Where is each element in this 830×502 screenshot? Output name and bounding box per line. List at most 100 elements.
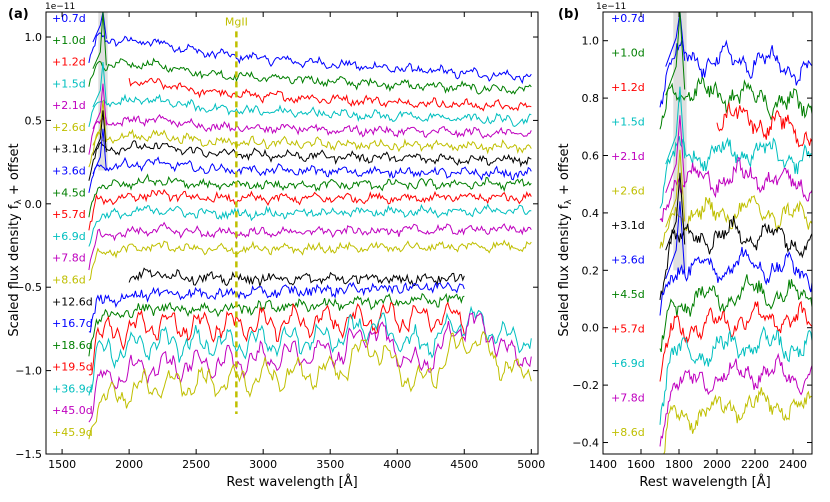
panel-a-x-tick-label-1500: 1500 — [48, 458, 76, 471]
panel-b-y-tick-label-1: −0.2 — [572, 379, 599, 392]
panel-b-spectrum-7 — [659, 215, 812, 301]
panel-b-y-tick-label-4: 0.4 — [582, 207, 600, 220]
panel-b-spectrum-10 — [659, 300, 812, 382]
panel-b-label: (b) — [558, 7, 579, 22]
panel-b-spectrum-peak-4 — [665, 86, 686, 165]
panel-a-y-tick-label-2: −0.5 — [15, 281, 42, 294]
panel-b-plot-area — [659, 12, 812, 454]
panel-a-series-label-8: +3.6d — [52, 165, 86, 178]
panel-a-series-label-10: +5.7d — [52, 208, 86, 221]
panel-b-series-label-6: +2.6d — [611, 185, 645, 198]
panel-a-spectrum-peak-8 — [92, 128, 107, 174]
panel-a-spectrum-peak-6 — [92, 100, 107, 146]
panel-b-spectrum-peak-6 — [665, 149, 686, 228]
panel-b-spectrum-peak-1 — [665, 12, 686, 67]
panel-a-axes: 1500 2000 2500 3000 3500 4000 4500 5000 −1.5 −1.0… — [15, 11, 545, 471]
panel-a-spectrum-19 — [88, 312, 532, 423]
panel-a-frame — [45, 11, 539, 455]
panel-a-spectrum-2 — [88, 57, 532, 95]
panel-a-spectrum-15 — [88, 281, 465, 333]
panel-a-series-label-1: +0.7d — [52, 12, 86, 25]
panel-a-label: (a) — [8, 7, 29, 22]
panel-b-spectrum-peak-7 — [665, 172, 686, 251]
panel-a-y-tick-label-5: 1.0 — [25, 31, 43, 44]
panel-b-y-tick-label-0: −0.4 — [572, 437, 599, 450]
panel-a-series-label-15: +16.7d — [52, 317, 93, 330]
panel-b-spectrum-6 — [659, 194, 812, 249]
panel-b-y-axis-label-sub: λ — [564, 199, 574, 205]
panel-a-series-label-17: +19.5d — [52, 361, 93, 374]
panel-a-x-tick-label-2000: 2000 — [115, 458, 143, 471]
panel-b-spectrum-peak-8 — [665, 201, 686, 280]
panel-b-spectrum-12 — [659, 352, 812, 447]
panel-a-spectrum-14 — [128, 267, 465, 288]
panel-b-y-axis-label-main: Scaled flux density f — [557, 204, 572, 336]
panel-a-series-label-16: +18.6d — [52, 339, 93, 352]
panel-b-x-tick-label-1800: 1800 — [665, 458, 693, 471]
panel-a-spectrum-16 — [88, 292, 465, 357]
panel-a-x-tick-label-5000: 5000 — [517, 458, 545, 471]
panel-a-plot-area: MgII — [88, 12, 532, 440]
panel-b-y-tick-label-6: 0.8 — [582, 92, 600, 105]
panel-b-series-label-8: +3.6d — [611, 254, 645, 267]
panel-b-series-label-11: +6.9d — [611, 357, 645, 370]
panel-a-spectrum-peak-4 — [92, 61, 107, 108]
panel-b-spectrum-8 — [659, 246, 812, 316]
panel-b-legend: +0.7d +1.0d +1.2d +1.5d +2.1d +2.6d +3.1d +3.6d… — [611, 12, 645, 439]
panel-a-spectrum-10 — [88, 188, 532, 231]
panel-a-spectrum-4 — [88, 93, 532, 128]
panel-b-series-label-5: +2.1d — [611, 150, 645, 163]
panel-b-spectrum-4 — [659, 136, 812, 209]
panel-a-series-label-12: +7.8d — [52, 252, 86, 265]
panel-a-series-label-5: +2.1d — [52, 99, 86, 112]
panel-b-axes: 1400 1600 1800 2000 2200 2400 −0.4 −0.2 0.0 0.2 0.… — [572, 11, 813, 471]
panel-a-spectrum-17 — [88, 301, 465, 376]
panel-a-spectrum-7 — [88, 140, 532, 181]
panel-b-scale-label: 1e−11 — [596, 2, 626, 12]
panel-b-y-axis-label: Scaled flux density fλ + offset — [557, 143, 574, 336]
panel-a-series-label-14: +12.6d — [52, 295, 93, 308]
panel-b-spectrum-9 — [659, 274, 812, 353]
panel-a-series-label-3: +1.2d — [52, 56, 86, 69]
panel-b-y-tick-label-2: 0.0 — [582, 322, 600, 335]
panel-a-series-label-11: +6.9d — [52, 230, 86, 243]
panel-a-spectrum-peak-5 — [92, 83, 107, 129]
panel-a-shaded-region — [98, 12, 108, 171]
panel-a-y-tick-label-3: 0.0 — [25, 198, 43, 211]
panel-b-spectrum-3 — [716, 101, 812, 148]
panel-b-spectrum-1 — [659, 38, 812, 108]
panel-a-series-label-2: +1.0d — [52, 34, 86, 47]
panel-b-x-tick-label-2000: 2000 — [703, 458, 731, 471]
panel-b-spectrum-5 — [659, 157, 812, 223]
panel-b-y-tick-label-7: 1.0 — [582, 35, 600, 48]
panel-b-x-tick-label-1600: 1600 — [627, 458, 655, 471]
panel-a-spectrum-9 — [88, 173, 532, 218]
panel-b-x-tick-label-2200: 2200 — [741, 458, 769, 471]
panel-b-series-label-3: +1.2d — [611, 81, 645, 94]
panel-a-y-axis-label: Scaled flux density fλ + offset — [7, 143, 24, 336]
panel-a-spectrum-5 — [88, 113, 532, 155]
panel-b-frame — [602, 11, 813, 455]
panel-b-series-label-7: +3.1d — [611, 219, 645, 232]
panel-b-series-label-4: +1.5d — [611, 116, 645, 129]
panel-a-y-tick-label-4: 0.5 — [25, 114, 43, 127]
panel-a-spectrum-6 — [88, 128, 532, 168]
panel-a-series-label-7: +3.1d — [52, 143, 86, 156]
panel-a-spectrum-3 — [128, 77, 532, 112]
panel-a-x-tick-label-3500: 3500 — [316, 458, 344, 471]
panel-b: (b) 1e−11 +0.7d +1.0d +1.2d +1.5d +2.1d +2.6d… — [557, 2, 813, 490]
panel-b-spectrum-peak-5 — [665, 115, 686, 193]
panel-b-x-tick-label-1400: 1400 — [589, 458, 617, 471]
panel-a-series-label-19: +45.0d — [52, 404, 93, 417]
panel-b-spectrum-peak-2 — [665, 12, 686, 96]
panel-a-spectrum-11 — [88, 203, 532, 247]
panel-a-spectrum-8 — [88, 156, 532, 193]
panel-a: (a) 1e−11 MgII +0.7d +1.0d +1.2d +1.5d +2.1d… — [7, 2, 545, 490]
panel-a-spectrum-1 — [88, 32, 532, 85]
panel-b-x-axis-label: Rest wavelength [Å] — [639, 474, 770, 490]
panel-b-series-label-1: +0.7d — [611, 12, 645, 25]
panel-b-spectrum-11 — [659, 325, 812, 425]
panel-a-series-label-4: +1.5d — [52, 77, 86, 90]
panel-b-series-label-2: +1.0d — [611, 47, 645, 60]
